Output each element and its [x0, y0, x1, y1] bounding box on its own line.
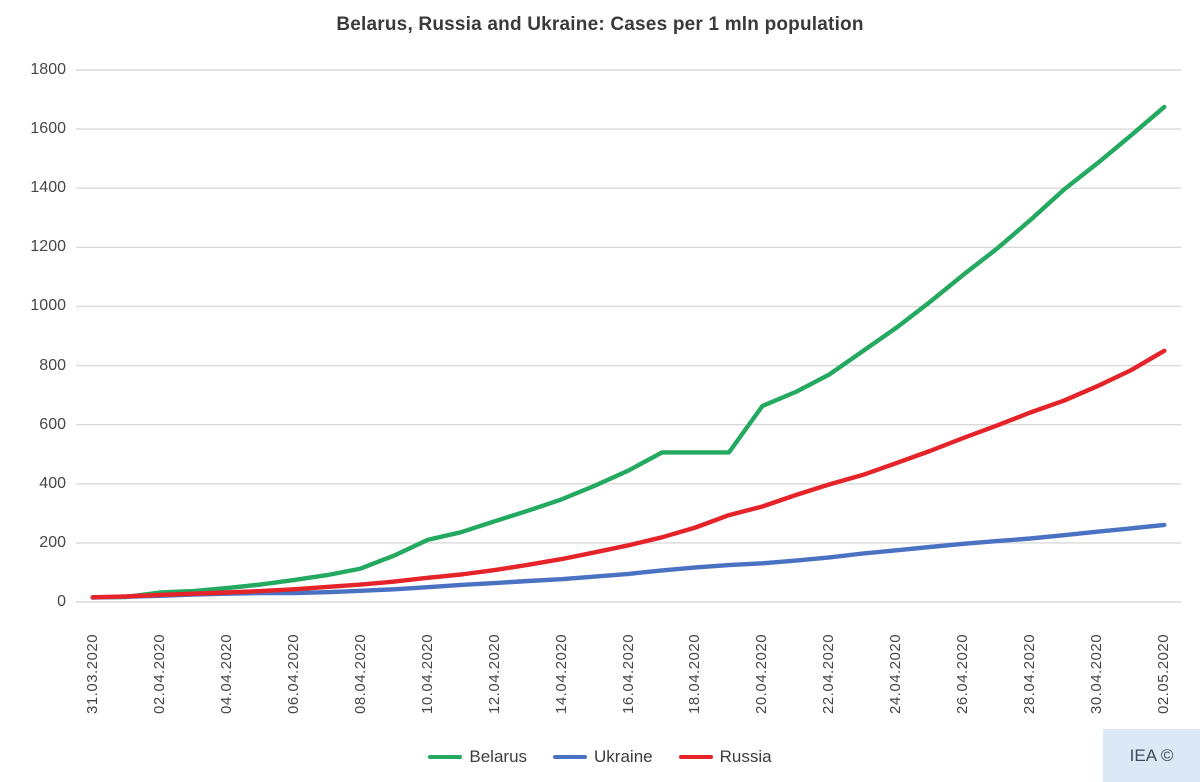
x-tick-label-18.04.2020: 18.04.2020 — [686, 633, 704, 714]
plot-area — [76, 69, 1181, 603]
x-tick-label-06.04.2020: 06.04.2020 — [284, 633, 302, 714]
watermark-badge: IEA © — [1103, 729, 1200, 782]
series-line-russia — [90, 348, 1167, 600]
x-tick-label-31.03.2020: 31.03.2020 — [83, 633, 101, 714]
x-tick-label-08.04.2020: 08.04.2020 — [351, 633, 369, 714]
x-tick-label-28.04.2020: 28.04.2020 — [1021, 633, 1039, 714]
legend-dash-belarus — [428, 755, 463, 759]
y-axis: 0 200 400 600 800 1000 1200 1400 1600 1800 — [0, 0, 68, 782]
y-tick-label-1600: 1600 — [30, 120, 66, 138]
x-tick-label-12.04.2020: 12.04.2020 — [485, 633, 503, 714]
legend-item-russia: Russia — [678, 747, 772, 767]
x-tick-label-10.04.2020: 10.04.2020 — [418, 633, 436, 714]
legend-item-ukraine: Ukraine — [553, 747, 653, 767]
x-tick-label-14.04.2020: 14.04.2020 — [552, 633, 570, 714]
x-tick-label-16.04.2020: 16.04.2020 — [619, 633, 637, 714]
x-tick-label-02.04.2020: 02.04.2020 — [150, 633, 168, 714]
y-tick-label-400: 400 — [39, 474, 66, 492]
x-tick-label-26.04.2020: 26.04.2020 — [954, 633, 972, 714]
legend-dash-ukraine — [553, 755, 588, 759]
chart-title: Belarus, Russia and Ukraine: Cases per 1… — [336, 14, 864, 35]
x-tick-label-24.04.2020: 24.04.2020 — [887, 633, 905, 714]
x-tick-label-30.04.2020: 30.04.2020 — [1088, 633, 1106, 714]
legend-label-ukraine: Ukraine — [594, 747, 653, 766]
x-tick-label-20.04.2020: 20.04.2020 — [753, 633, 771, 714]
y-tick-label-600: 600 — [39, 415, 66, 433]
legend: Belarus Ukraine Russia — [0, 747, 1200, 767]
x-tick-label-22.04.2020: 22.04.2020 — [820, 633, 838, 714]
y-tick-label-800: 800 — [39, 356, 66, 374]
y-tick-label-1200: 1200 — [30, 238, 66, 256]
legend-label-russia: Russia — [719, 747, 772, 766]
legend-label-belarus: Belarus — [469, 747, 528, 766]
y-tick-label-0: 0 — [57, 593, 66, 610]
y-tick-label-1800: 1800 — [30, 61, 66, 78]
legend-item-belarus: Belarus — [428, 747, 527, 767]
x-tick-label-02.05.2020: 02.05.2020 — [1155, 633, 1173, 714]
y-tick-label-1000: 1000 — [30, 297, 66, 315]
y-tick-label-200: 200 — [39, 533, 66, 551]
x-tick-label-04.04.2020: 04.04.2020 — [217, 633, 235, 714]
series-line-belarus — [90, 104, 1167, 600]
legend-dash-russia — [678, 755, 713, 759]
series-line-ukraine — [90, 522, 1167, 600]
y-tick-label-1400: 1400 — [30, 179, 66, 197]
